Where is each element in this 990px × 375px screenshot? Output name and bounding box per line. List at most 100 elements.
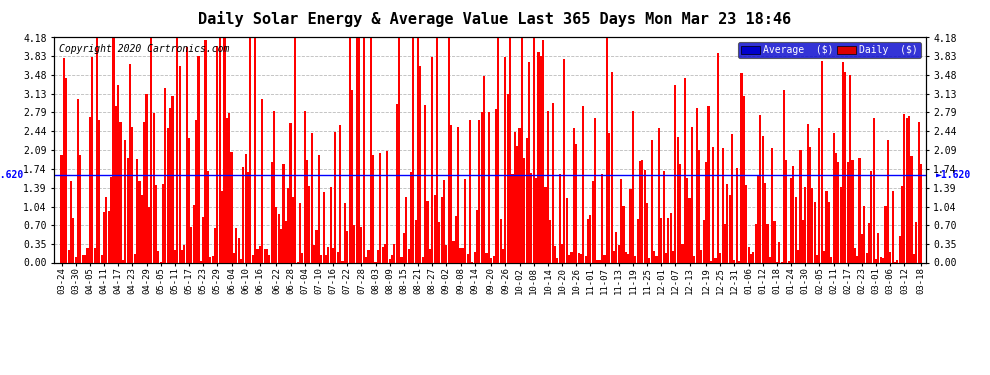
Bar xyxy=(531,173,533,262)
Text: ►1.620: ►1.620 xyxy=(0,170,24,180)
Bar xyxy=(594,118,596,262)
Bar xyxy=(849,75,851,262)
Bar xyxy=(502,249,504,262)
Bar xyxy=(644,170,645,262)
Bar xyxy=(60,155,62,262)
Bar xyxy=(393,244,395,262)
Bar xyxy=(429,249,431,262)
Bar xyxy=(601,174,603,262)
Bar xyxy=(835,153,837,262)
Bar xyxy=(618,245,620,262)
Bar xyxy=(677,137,679,262)
Bar xyxy=(344,203,346,262)
Bar xyxy=(896,260,898,262)
Bar xyxy=(811,188,814,262)
Bar xyxy=(308,186,311,262)
Bar xyxy=(124,140,127,262)
Bar xyxy=(243,166,245,262)
Bar xyxy=(667,218,669,262)
Bar xyxy=(320,255,323,262)
Bar xyxy=(372,156,374,262)
Bar xyxy=(386,152,388,262)
Bar xyxy=(589,214,591,262)
Bar xyxy=(544,186,546,262)
Bar xyxy=(722,148,724,262)
Bar xyxy=(880,257,882,262)
Bar xyxy=(420,66,422,262)
Bar xyxy=(485,252,487,262)
Bar xyxy=(660,218,662,262)
Bar xyxy=(212,256,214,262)
Bar xyxy=(148,207,149,262)
Bar xyxy=(270,162,272,262)
Bar xyxy=(686,178,688,262)
Bar xyxy=(70,182,72,262)
Bar xyxy=(877,233,879,262)
Bar xyxy=(785,160,787,262)
Bar xyxy=(710,261,712,262)
Bar xyxy=(318,155,320,262)
Bar xyxy=(627,254,630,262)
Bar xyxy=(391,255,393,262)
Bar xyxy=(113,38,115,262)
Bar xyxy=(833,133,835,262)
Bar xyxy=(221,190,223,262)
Bar xyxy=(526,138,528,262)
Bar xyxy=(717,53,719,262)
Bar xyxy=(289,123,292,262)
Bar xyxy=(268,255,270,262)
Bar xyxy=(875,259,877,262)
Bar xyxy=(115,106,117,262)
Bar xyxy=(625,252,627,262)
Bar xyxy=(727,184,729,262)
Bar xyxy=(443,180,446,262)
Bar xyxy=(150,38,152,262)
Bar xyxy=(144,123,146,262)
Bar xyxy=(483,76,485,262)
Bar xyxy=(205,40,207,262)
Bar xyxy=(258,246,261,262)
Bar xyxy=(920,165,922,262)
Bar xyxy=(688,198,691,262)
Bar xyxy=(91,57,93,262)
Bar xyxy=(565,198,568,262)
Bar xyxy=(858,158,860,262)
Bar xyxy=(861,234,863,262)
Bar xyxy=(882,258,884,262)
Bar xyxy=(446,245,447,262)
Bar xyxy=(715,258,717,262)
Bar xyxy=(412,38,415,262)
Bar xyxy=(608,133,611,262)
Bar xyxy=(632,111,634,262)
Bar xyxy=(350,90,353,262)
Bar xyxy=(233,253,235,262)
Bar xyxy=(481,112,483,262)
Bar xyxy=(478,120,480,262)
Bar xyxy=(294,38,296,262)
Bar xyxy=(348,38,350,262)
Bar xyxy=(497,38,499,262)
Bar xyxy=(731,134,734,262)
Bar xyxy=(766,224,768,262)
Bar xyxy=(611,72,613,262)
Bar xyxy=(691,128,693,262)
Bar xyxy=(761,136,764,262)
Bar xyxy=(330,188,332,262)
Bar xyxy=(582,106,584,262)
Bar xyxy=(719,253,722,262)
Bar xyxy=(901,186,903,262)
Bar xyxy=(635,256,637,262)
Bar xyxy=(339,124,342,262)
Bar xyxy=(240,259,242,262)
Bar xyxy=(792,166,795,262)
Bar xyxy=(516,146,518,262)
Bar xyxy=(129,64,131,262)
Bar xyxy=(365,257,367,262)
Bar xyxy=(769,257,771,262)
Bar xyxy=(185,47,188,262)
Bar xyxy=(254,38,256,262)
Bar xyxy=(637,219,639,262)
Bar xyxy=(301,253,303,262)
Bar xyxy=(396,104,398,262)
Bar xyxy=(79,154,81,262)
